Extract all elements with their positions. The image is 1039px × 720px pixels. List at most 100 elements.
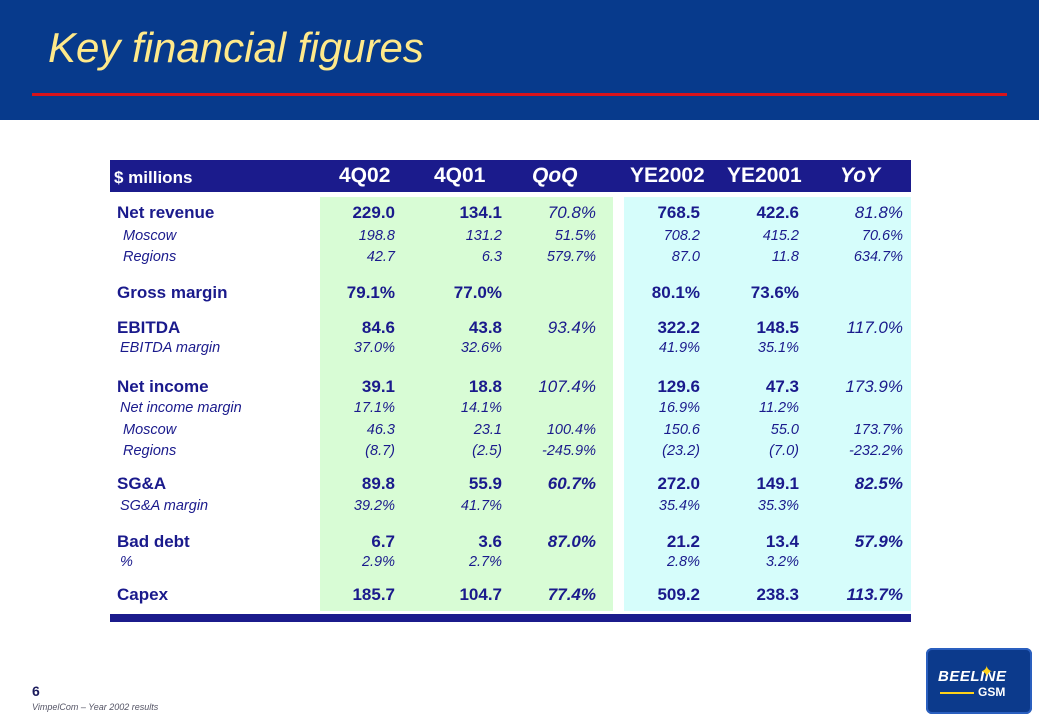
row-label: Net income margin [120, 400, 242, 416]
cell-4q01: 41.7% [460, 498, 502, 514]
page-title: Key financial figures [48, 24, 424, 71]
cell-4q01: 14.1% [460, 400, 502, 416]
cell-4q02: 79.1% [346, 283, 395, 302]
cell-ye2001: 238.3 [756, 585, 799, 604]
row-label: SG&A [117, 474, 167, 493]
cell-qoq: 93.4% [547, 318, 596, 337]
header-4q02: 4Q02 [339, 164, 391, 187]
header-4q01: 4Q01 [434, 164, 486, 187]
cell-ye2001: 149.1 [756, 474, 799, 493]
cell-ye2001: 415.2 [762, 228, 799, 244]
cell-4q01: (2.5) [472, 443, 502, 459]
cell-4q02: 229.0 [352, 203, 395, 222]
cell-ye2001: 47.3 [765, 377, 799, 396]
cell-ye2002: 2.8% [666, 554, 700, 570]
cell-4q02: 6.7 [371, 532, 395, 551]
cell-4q02: 89.8 [361, 474, 395, 493]
row-label: Net income [117, 377, 209, 396]
cell-4q02: (8.7) [365, 443, 395, 459]
cell-ye2001: 11.8 [771, 249, 799, 265]
header-ye2002: YE2002 [630, 164, 705, 187]
cell-yoy: -232.2% [848, 443, 903, 459]
logo-wordmark: BEELINE [938, 668, 1007, 685]
header-banner: Key financial figures [0, 0, 1039, 120]
cell-4q01: 77.0% [453, 283, 502, 302]
cell-ye2001: 55.0 [770, 422, 799, 438]
table-footer-bar [110, 614, 911, 622]
year-columns-bg [624, 197, 911, 611]
cell-qoq: 77.4% [547, 585, 596, 604]
cell-qoq: 51.5% [554, 228, 596, 244]
cell-ye2001: 13.4 [765, 532, 799, 551]
row-label: Bad debt [117, 532, 190, 551]
table-header-bar: $ millions 4Q02 4Q01 QoQ YE2002 YE2001 Y… [110, 160, 911, 192]
cell-qoq: 70.8% [547, 203, 596, 222]
logo-subtext: GSM [978, 685, 1006, 699]
footer-text: VimpelCom – Year 2002 results [32, 702, 159, 712]
row-label: Net revenue [117, 203, 215, 222]
quarter-columns-bg [320, 197, 613, 611]
cell-ye2002: 708.2 [663, 228, 700, 244]
cell-4q02: 198.8 [358, 228, 395, 244]
cell-ye2002: 150.6 [663, 422, 700, 438]
cell-ye2002: 272.0 [657, 474, 700, 493]
cell-ye2001: 35.3% [757, 498, 799, 514]
header-yoy: YoY [840, 164, 881, 187]
cell-ye2001: 422.6 [756, 203, 799, 222]
cell-qoq: -245.9% [541, 443, 596, 459]
cell-ye2001: 148.5 [756, 318, 799, 337]
row-label: EBITDA margin [120, 340, 221, 356]
cell-4q02: 185.7 [352, 585, 395, 604]
cell-ye2002: 35.4% [658, 498, 700, 514]
header-unit: $ millions [114, 168, 193, 187]
cell-4q02: 2.9% [361, 554, 395, 570]
row-label: Regions [123, 443, 177, 459]
cell-yoy: 82.5% [854, 474, 903, 493]
cell-qoq: 100.4% [546, 422, 596, 438]
cell-4q01: 18.8 [468, 377, 502, 396]
cell-ye2002: 41.9% [658, 340, 700, 356]
cell-yoy: 173.7% [853, 422, 903, 438]
cell-yoy: 81.8% [854, 203, 903, 222]
cell-4q02: 17.1% [353, 400, 395, 416]
cell-ye2002: 768.5 [657, 203, 700, 222]
logo-star-icon: ✦ [980, 664, 994, 681]
cell-4q01: 32.6% [460, 340, 502, 356]
row-label: Capex [117, 585, 169, 604]
header-qoq: QoQ [532, 164, 578, 187]
cell-4q01: 6.3 [481, 249, 502, 265]
cell-yoy: 70.6% [861, 228, 903, 244]
row-label: EBITDA [117, 318, 181, 337]
cell-ye2002: 16.9% [658, 400, 700, 416]
cell-ye2002: 322.2 [657, 318, 700, 337]
row-label: Moscow [123, 228, 177, 244]
row-label: Gross margin [117, 283, 228, 302]
cell-ye2001: 11.2% [758, 400, 799, 416]
cell-4q01: 104.7 [459, 585, 502, 604]
cell-yoy: 57.9% [854, 532, 903, 551]
cell-ye2001: 73.6% [750, 283, 799, 302]
cell-ye2002: (23.2) [662, 443, 700, 459]
cell-ye2002: 129.6 [657, 377, 700, 396]
cell-ye2002: 87.0 [671, 249, 700, 265]
row-label: SG&A margin [120, 498, 209, 514]
cell-4q01: 43.8 [468, 318, 502, 337]
logo-divider [940, 692, 974, 694]
cell-4q01: 3.6 [478, 532, 502, 551]
cell-qoq: 579.7% [546, 249, 596, 265]
title-underline [32, 93, 1007, 96]
cell-qoq: 87.0% [547, 532, 596, 551]
financial-table: $ millions 4Q02 4Q01 QoQ YE2002 YE2001 Y… [110, 160, 911, 622]
cell-ye2001: 3.2% [765, 554, 799, 570]
row-label: Moscow [123, 422, 177, 438]
cell-yoy: 173.9% [845, 377, 903, 396]
cell-qoq: 60.7% [547, 474, 596, 493]
cell-yoy: 634.7% [853, 249, 903, 265]
cell-4q02: 42.7 [366, 249, 395, 265]
cell-4q01: 2.7% [468, 554, 502, 570]
row-label: Regions [123, 249, 177, 265]
cell-4q01: 23.1 [473, 422, 502, 438]
row-label: % [120, 554, 133, 570]
cell-4q02: 84.6 [361, 318, 395, 337]
cell-ye2002: 509.2 [657, 585, 700, 604]
